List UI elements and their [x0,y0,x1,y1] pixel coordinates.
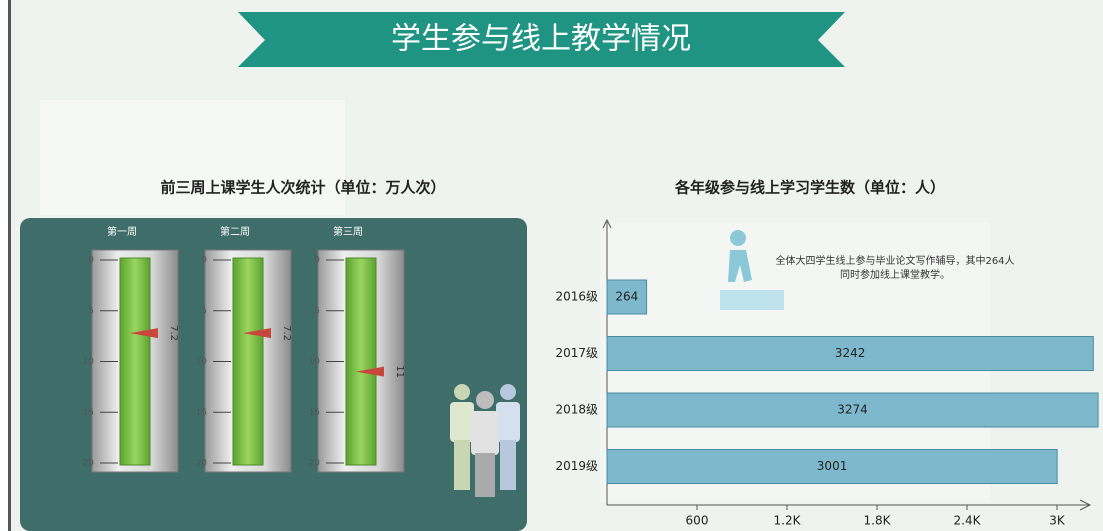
x-tick-label: 600 [686,514,709,528]
y-tick-label: 10 [196,357,208,367]
y-tick-label: 2017级 [555,346,598,360]
x-tick-label: 2.4K [954,514,982,528]
value-label: 264 [615,290,638,304]
y-tick-label: 0 [314,256,320,266]
y-tick-label: 5 [314,306,320,316]
page-title: 学生参与线上教学情况 [391,22,691,57]
y-tick-label: 0 [201,256,207,266]
y-tick-label: 15 [196,408,207,418]
y-tick-label: 15 [83,408,94,418]
annotation: 全体大四学生线上参与毕业论文写作辅导，其中264人同时参加线上课堂教学。 [775,255,1015,283]
chart-title: 前三周上课学生人次统计（单位：万人次） [160,179,445,197]
value-label: 3001 [817,459,848,473]
value-label: 3274 [837,403,868,417]
gauge-tube [346,258,376,465]
y-tick-label: 10 [309,357,321,367]
left-border [8,0,11,531]
value-label: 3242 [835,346,866,360]
y-tick-label: 15 [309,408,320,418]
value-label: 7.2 [168,325,179,341]
value-label: 11 [394,365,405,378]
gauge-tube [120,258,150,465]
y-tick-label: 20 [83,459,95,469]
gauge-label: 第三周 [333,225,363,238]
y-tick-label: 20 [309,459,321,469]
y-tick-label: 5 [88,306,94,316]
y-tick-label: 5 [201,306,207,316]
value-label: 7.2 [281,325,292,341]
y-tick-label: 2019级 [555,459,598,473]
y-tick-label: 20 [196,459,208,469]
chart-title: 各年级参与线上学习学生数（单位：人） [674,179,945,197]
gauge-label: 第二周 [220,225,250,238]
gauge-label: 第一周 [107,225,137,238]
y-tick-label: 10 [83,357,95,367]
x-tick-label: 1.2K [774,514,802,528]
x-tick-label: 1.8K [864,514,892,528]
gauge-tube [233,258,263,465]
x-tick-label: 3K [1049,514,1066,528]
page: 学生参与线上教学情况 前三周上课学生人次统计（单位：万人次） 各年级参与线上学习… [0,0,1103,531]
y-tick-label: 0 [88,256,94,266]
blank-panel [40,100,345,215]
y-tick-label: 2016级 [555,290,598,304]
y-tick-label: 2018级 [555,403,598,417]
